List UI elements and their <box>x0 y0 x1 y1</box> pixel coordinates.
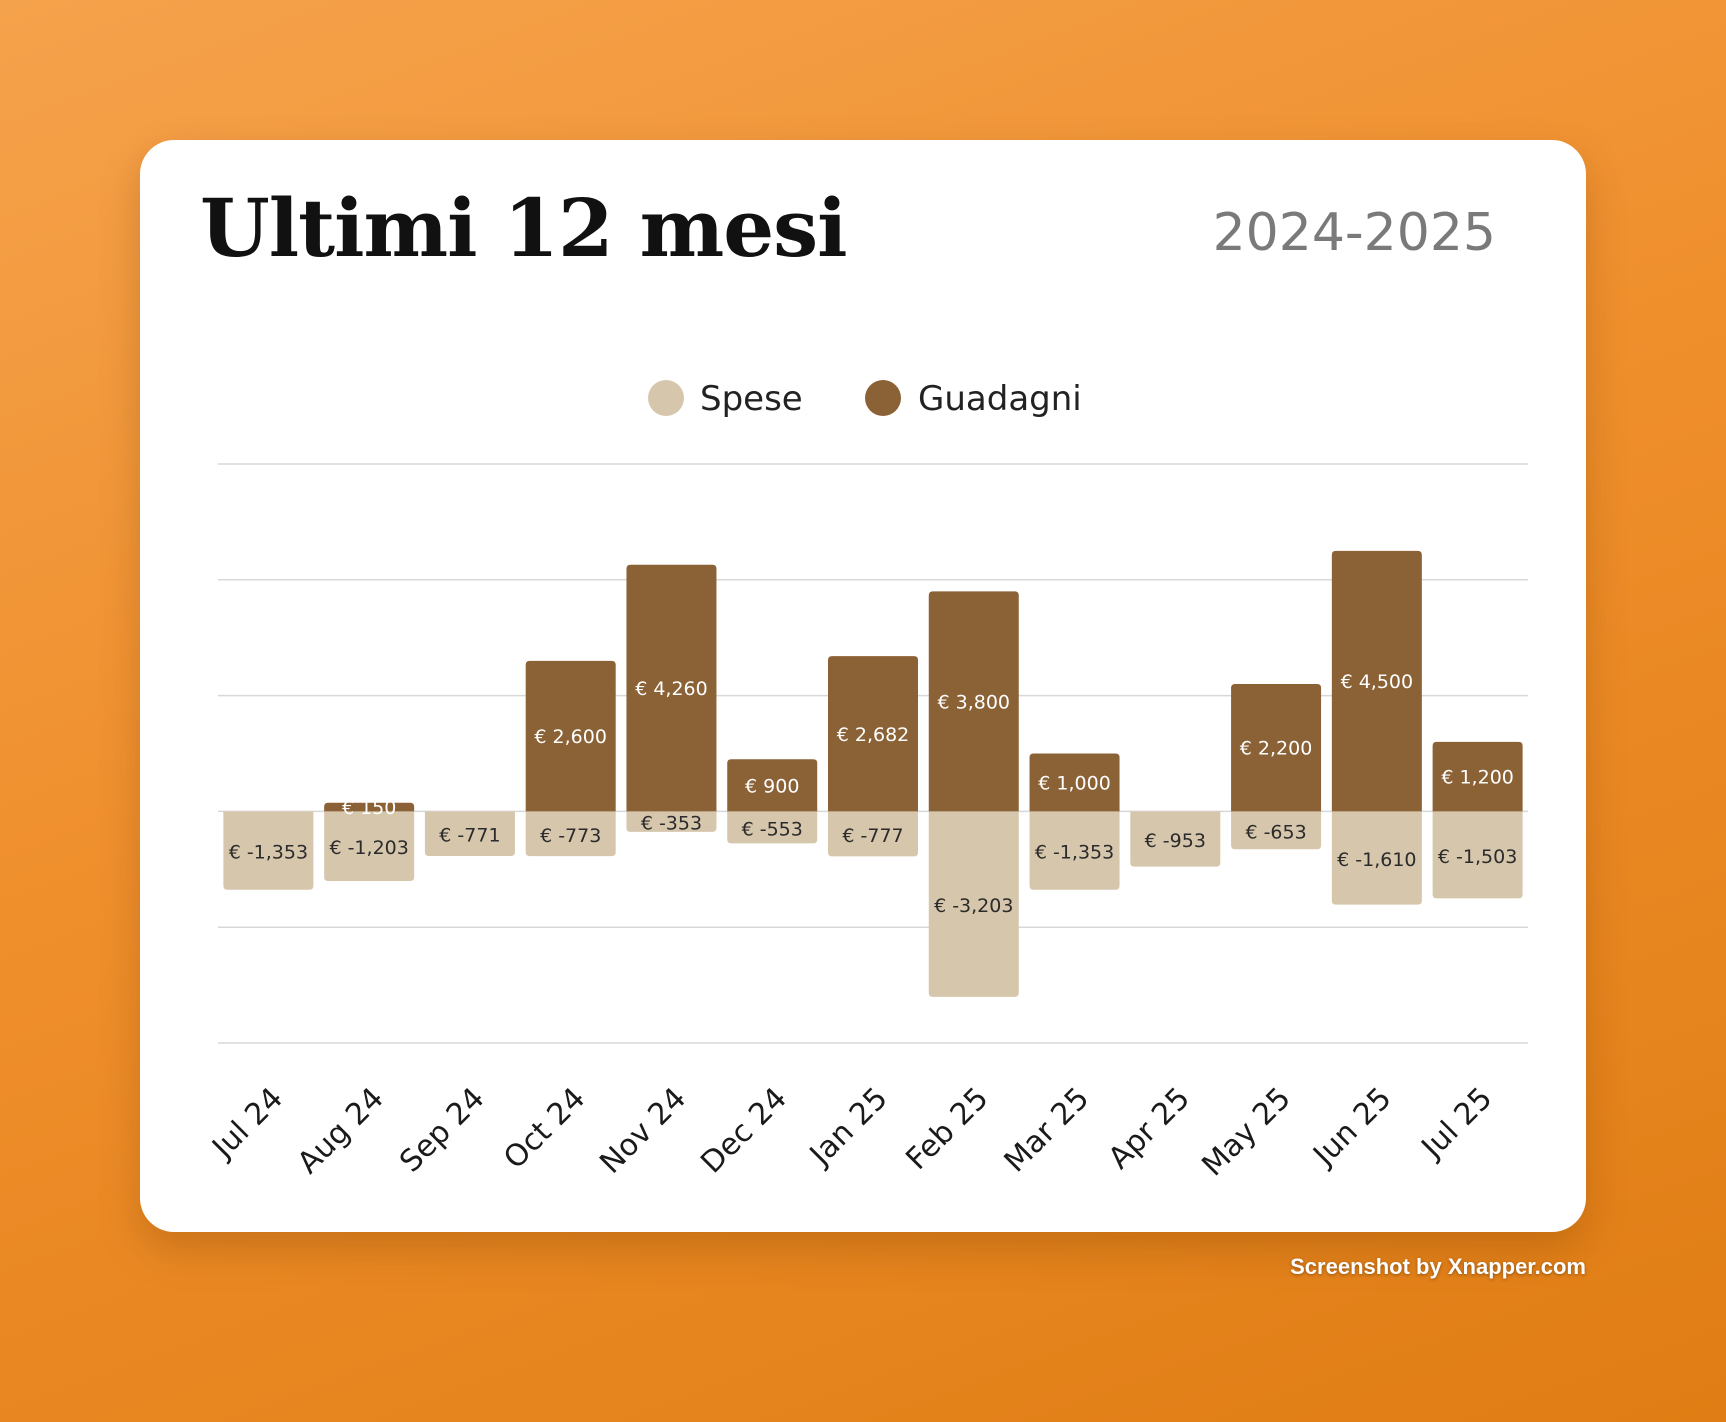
guadagni-bar <box>1029 753 1120 812</box>
spese-bar-label: € -3,203 <box>934 895 1013 917</box>
guadagni-bar <box>828 656 918 812</box>
legend-marker <box>865 380 901 416</box>
x-tick-label: May 25 <box>1195 1081 1297 1183</box>
guadagni-bar-label: € 4,260 <box>635 678 708 700</box>
guadagni-bar <box>1231 684 1322 812</box>
spese-bar-label: € -353 <box>641 813 702 835</box>
x-tick-label: Feb 25 <box>899 1081 995 1177</box>
guadagni-bar <box>626 564 717 812</box>
guadagni-bar-label: € 4,500 <box>1341 671 1414 693</box>
spese-bar <box>1130 811 1221 867</box>
guadagni-bar-label: € 1,200 <box>1441 767 1514 789</box>
spese-bar <box>928 811 1019 997</box>
chart-card: Ultimi 12 mesi 2024-2025 Spese Guadagni € … <box>140 140 1586 1232</box>
x-tick-label: Apr 25 <box>1102 1081 1197 1176</box>
x-tick-label: Oct 24 <box>497 1081 592 1176</box>
guadagni-bar <box>928 591 1019 812</box>
spese-bar-label: € -553 <box>742 818 803 840</box>
guadagni-bar-label: € 2,682 <box>837 724 910 746</box>
guadagni-bar <box>1331 550 1422 812</box>
spese-bar-label: € -1,203 <box>329 837 408 859</box>
spese-bar <box>424 811 515 857</box>
spese-bar <box>1231 811 1322 850</box>
bar-chart: Spese Guadagni € -1,353 Jul 24 € -1,203 € 150… <box>205 379 1528 1183</box>
spese-bar <box>223 811 314 890</box>
spese-bar-label: € -1,610 <box>1337 849 1416 871</box>
spese-bar <box>727 811 818 844</box>
x-tick-label: Sep 24 <box>393 1081 491 1179</box>
legend-label: Spese <box>700 379 803 419</box>
guadagni-bar-label: € 900 <box>745 775 799 797</box>
period-label: 2024-2025 <box>1212 203 1496 263</box>
spese-bar-label: € -953 <box>1145 830 1206 852</box>
guadagni-bar <box>525 660 616 812</box>
spese-bar <box>1331 811 1422 905</box>
spese-bar <box>525 811 616 857</box>
guadagni-bar-label: € 150 <box>342 797 396 819</box>
x-tick-label: Jul 24 <box>205 1081 290 1166</box>
guadagni-bar <box>1432 741 1523 812</box>
spese-bar-label: € -1,503 <box>1438 846 1517 868</box>
spese-bar-label: € -771 <box>439 825 500 847</box>
x-tick-label: Nov 24 <box>593 1081 693 1181</box>
spese-bar-label: € -653 <box>1245 821 1306 843</box>
x-tick-label: Jul 25 <box>1414 1081 1499 1166</box>
x-tick-label: Aug 24 <box>291 1081 391 1181</box>
guadagni-bar <box>727 759 818 812</box>
spese-bar-label: € -777 <box>842 825 903 847</box>
guadagni-bar-label: € 1,000 <box>1038 772 1111 794</box>
spese-bar <box>626 811 717 832</box>
guadagni-bar-label: € 2,600 <box>534 726 607 748</box>
spese-bar <box>1029 811 1120 890</box>
spese-bar-label: € -1,353 <box>1035 842 1114 864</box>
guadagni-bar-label: € 2,200 <box>1240 738 1313 760</box>
x-tick-label: Dec 24 <box>694 1081 794 1181</box>
spese-bar-label: € -773 <box>540 825 601 847</box>
watermark: Screenshot by Xnapper.com <box>1290 1254 1586 1279</box>
legend-label: Guadagni <box>918 379 1082 419</box>
x-tick-label: Jan 25 <box>802 1081 895 1174</box>
legend-marker <box>648 380 684 416</box>
guadagni-bar-label: € 3,800 <box>938 691 1011 713</box>
spese-bar-label: € -1,353 <box>229 842 308 864</box>
card-title: Ultimi 12 mesi <box>200 181 848 275</box>
spese-bar <box>1432 811 1523 899</box>
x-tick-label: Mar 25 <box>998 1081 1097 1180</box>
guadagni-bar <box>324 802 415 812</box>
spese-bar <box>324 811 415 882</box>
x-tick-label: Jun 25 <box>1305 1081 1398 1174</box>
spese-bar <box>828 811 918 857</box>
